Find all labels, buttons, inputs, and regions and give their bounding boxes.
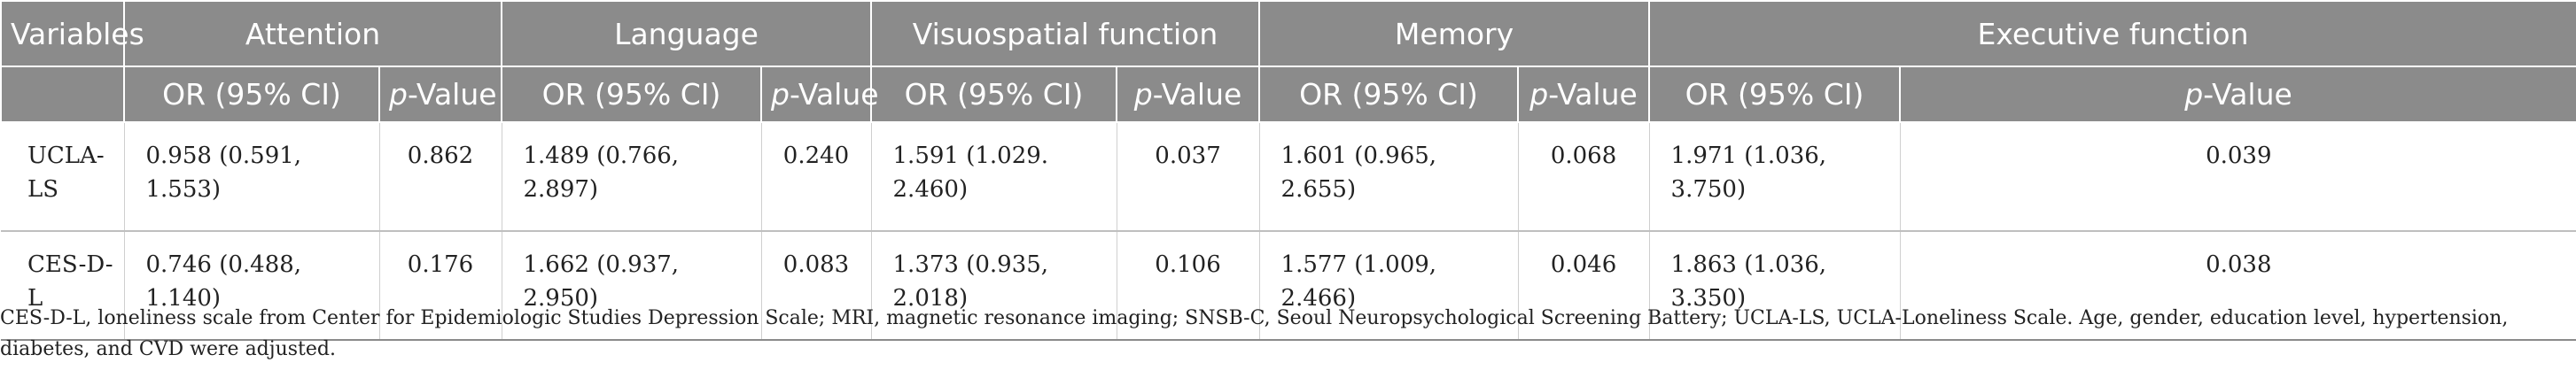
row-variable: UCLA-LS: [1, 122, 125, 232]
or-cell: 0.746 (0.488, 1.140): [123, 231, 380, 341]
header-or: OR (95% CI): [123, 66, 380, 123]
header-p-value: p-Value: [1899, 66, 2576, 123]
results-table-container: Variables Attention Language Visuospatia…: [0, 0, 2576, 341]
p-cell: 0.240: [760, 122, 872, 232]
p-cell: 0.862: [378, 122, 502, 232]
header-group-visuospatial: Visuospatial function: [870, 0, 1261, 67]
header-or: OR (95% CI): [1258, 66, 1520, 123]
or-cell: 1.591 (1.029. 2.460): [870, 122, 1117, 232]
table-row: UCLA-LS 0.958 (0.591, 1.553) 0.862 1.489…: [1, 122, 2576, 232]
header-or: OR (95% CI): [870, 66, 1118, 123]
p-cell: 0.176: [378, 231, 502, 341]
header-group-memory: Memory: [1258, 0, 1651, 67]
or-cell: 0.958 (0.591, 1.553): [123, 122, 380, 232]
header-group-attention: Attention: [123, 0, 502, 67]
header-group-executive: Executive function: [1648, 0, 2576, 67]
or-cell: 1.601 (0.965, 2.655): [1258, 122, 1519, 232]
p-cell: 0.038: [1899, 231, 2576, 341]
table-footnote: CES-D-L, loneliness scale from Center fo…: [0, 307, 2509, 360]
header-p-value: p-Value: [759, 66, 879, 123]
header-p-value: p-Value: [378, 66, 502, 123]
p-cell: 0.068: [1517, 122, 1650, 232]
p-cell: 0.046: [1517, 231, 1650, 341]
p-cell: 0.106: [1116, 231, 1260, 341]
header-variables-spacer: [0, 66, 125, 123]
odds-ratio-table: Variables Attention Language Visuospatia…: [0, 0, 2576, 341]
header-or: OR (95% CI): [1648, 66, 1902, 123]
p-cell: 0.039: [1899, 122, 2576, 232]
or-cell: 1.863 (1.036, 3.350): [1648, 231, 1901, 341]
header-p-value: p-Value: [1517, 66, 1651, 123]
or-cell: 1.662 (0.937, 2.950): [501, 231, 762, 341]
or-cell: 1.577 (1.009, 2.466): [1258, 231, 1519, 341]
or-cell: 1.971 (1.036, 3.750): [1648, 122, 1901, 232]
table-row: CES-D-L 0.746 (0.488, 1.140) 0.176 1.662…: [1, 231, 2576, 341]
or-cell: 1.489 (0.766, 2.897): [501, 122, 762, 232]
p-cell: 0.037: [1116, 122, 1260, 232]
or-cell: 1.373 (0.935, 2.018): [870, 231, 1117, 341]
header-p-value: p-Value: [1116, 66, 1261, 123]
row-variable: CES-D-L: [1, 231, 125, 341]
header-group-language: Language: [500, 0, 873, 67]
p-cell: 0.083: [760, 231, 872, 341]
header-variables: Variables: [0, 0, 144, 67]
header-or: OR (95% CI): [501, 66, 762, 123]
